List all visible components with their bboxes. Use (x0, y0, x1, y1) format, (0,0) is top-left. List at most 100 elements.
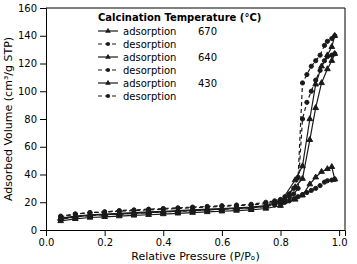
chart: 0.00.20.40.60.81.0020406080100120140160C… (0, 0, 357, 264)
tick: 0.6 (214, 230, 230, 248)
tick: 1.0 (332, 230, 348, 248)
tick-mark (40, 36, 46, 37)
series-line (61, 36, 335, 219)
tick: 140 (18, 30, 46, 41)
tick: 160 (18, 3, 46, 14)
tick-label: 0 (31, 225, 37, 236)
marker (72, 214, 78, 219)
marker (309, 188, 313, 192)
tick: 100 (18, 86, 46, 97)
series (58, 51, 338, 220)
legend-label: adsorption (123, 52, 176, 63)
series-line (61, 54, 335, 216)
series (59, 34, 337, 219)
legend-group: 670 (198, 26, 217, 37)
marker (309, 64, 313, 68)
legend-marker (105, 54, 111, 59)
tick-label: 0.6 (214, 237, 230, 248)
tick-mark (40, 202, 46, 203)
marker (102, 211, 108, 216)
marker (307, 181, 313, 186)
marker (190, 207, 196, 212)
marker (204, 207, 210, 212)
frame (46, 8, 345, 9)
marker (278, 199, 284, 204)
tick: 80 (24, 114, 46, 125)
marker (325, 39, 329, 43)
legend-group: 430 (198, 78, 217, 89)
marker (318, 183, 322, 187)
legend-group: 640 (198, 52, 217, 63)
marker (309, 89, 313, 93)
marker (273, 199, 277, 203)
tick: 0 (31, 225, 46, 236)
legend-item: desorption (98, 91, 176, 102)
marker (175, 208, 181, 213)
marker (234, 205, 240, 210)
tick-mark (40, 119, 46, 120)
series (58, 32, 338, 220)
marker (329, 164, 335, 169)
tick-mark (222, 230, 223, 236)
tick-mark (40, 230, 46, 231)
marker (219, 206, 225, 211)
marker (72, 213, 78, 218)
tick-label: 60 (24, 141, 37, 152)
legend-marker (106, 94, 110, 98)
tick-label: 80 (24, 114, 37, 125)
marker (292, 186, 296, 190)
marker (116, 211, 122, 216)
y-axis: 020406080100120140160 (18, 3, 47, 236)
marker (319, 63, 325, 68)
x-axis-label: Relative Pressure (P/Pₒ) (131, 250, 259, 263)
marker (332, 176, 338, 181)
marker (305, 100, 309, 104)
tick-label: 120 (18, 58, 37, 69)
marker (313, 174, 319, 179)
x-axis: 0.00.20.40.60.81.0 (39, 230, 348, 248)
marker (300, 192, 306, 197)
tick-label: 1.0 (332, 237, 348, 248)
marker (325, 66, 331, 71)
marker (102, 211, 108, 216)
marker (58, 216, 64, 221)
tick-label: 0.4 (156, 237, 172, 248)
tick-label: 140 (18, 30, 37, 41)
tick: 40 (24, 169, 46, 180)
marker (332, 32, 338, 37)
legend-marker (105, 28, 111, 33)
marker (292, 196, 298, 201)
marker (307, 116, 313, 121)
legend-marker (106, 68, 110, 72)
tick-mark (40, 91, 46, 92)
tick: 0.4 (156, 230, 172, 248)
series-line (61, 167, 335, 221)
marker (314, 59, 318, 63)
legend-marker (105, 80, 111, 85)
tick-mark (40, 147, 46, 148)
legend-title: Calcination Temperature (°C) (98, 12, 261, 23)
legend-marker (106, 42, 110, 46)
marker (131, 210, 137, 215)
marker (322, 43, 326, 47)
frame (345, 8, 346, 230)
legend: Calcination Temperature (°C) adsorption 67… (98, 12, 261, 102)
legend-label: desorption (123, 65, 176, 76)
marker (300, 81, 304, 85)
y-axis-label: Adsorbed Volume (cm³/g STP) (2, 37, 15, 201)
tick-label: 0.2 (97, 237, 113, 248)
marker (313, 81, 319, 86)
axis-line (40, 9, 47, 231)
marker (87, 212, 93, 217)
legend-item: adsorption430 (98, 78, 217, 89)
marker (318, 53, 322, 57)
series-line (61, 36, 335, 217)
legend-label: desorption (123, 39, 176, 50)
legend-item: adsorption 640 (98, 52, 217, 63)
marker (146, 209, 152, 214)
marker (287, 192, 291, 196)
tick-mark (339, 230, 340, 236)
tick: 0.8 (273, 230, 289, 248)
marker (305, 72, 309, 76)
marker (313, 105, 319, 110)
